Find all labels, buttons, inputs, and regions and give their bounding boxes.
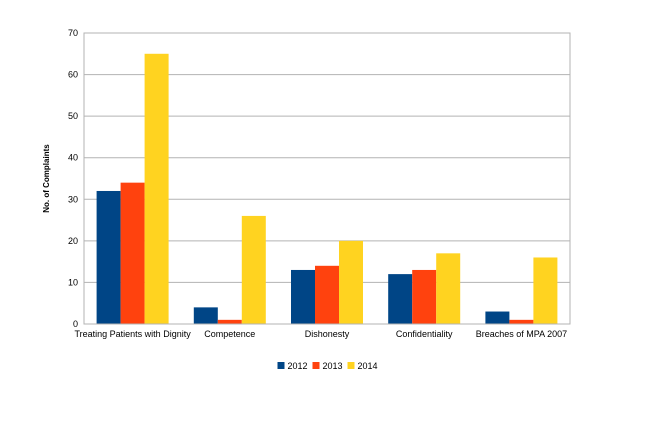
legend: 2012 2013 2014 [277,361,378,371]
x-category-label: Confidentiality [396,329,453,339]
bar-2012-0 [96,190,121,324]
bar-2014-1 [241,215,266,324]
x-axis-categories: Treating Patients with Dignity Competence… [74,329,567,339]
y-axis-title: No. of Complaints [42,144,51,213]
legend-swatch-2012 [277,362,285,369]
y-axis-ticks: 0 10 20 30 40 50 60 70 [68,28,78,329]
y-tick-label: 40 [68,153,78,163]
bar-2012-3 [388,274,413,324]
bar-2014-2 [339,240,363,324]
x-category-label: Competence [204,329,255,339]
legend-swatch-2014 [347,362,355,369]
bar-2014-0 [144,53,169,325]
bar-2012-2 [291,269,315,324]
y-tick-label: 60 [68,70,78,80]
bar-2013-4 [509,319,534,324]
legend-swatch-2013 [312,362,320,369]
bar-2012-1 [193,307,218,324]
legend-label-2013: 2013 [323,361,343,371]
y-tick-label: 50 [68,111,78,121]
bar-2013-2 [315,265,339,324]
y-tick-label: 70 [68,28,78,38]
y-tick-label: 10 [68,277,78,287]
bar-2012-4 [485,311,510,324]
bar-2013-1 [217,319,242,324]
y-tick-label: 20 [68,236,78,246]
legend-label-2014: 2014 [358,361,378,371]
y-tick-label: 0 [73,319,78,329]
bar-layer [96,53,558,325]
bar-2014-3 [436,253,461,324]
x-category-label: Treating Patients with Dignity [74,329,191,339]
bar-2013-0 [120,182,145,324]
legend-label-2012: 2012 [288,361,308,371]
x-category-label: Dishonesty [305,329,350,339]
plot-frame [83,32,571,325]
bar-2014-4 [533,257,558,324]
bar-2013-3 [412,269,437,324]
x-category-label: Breaches of MPA 2007 [476,329,567,339]
y-tick-label: 30 [68,194,78,204]
